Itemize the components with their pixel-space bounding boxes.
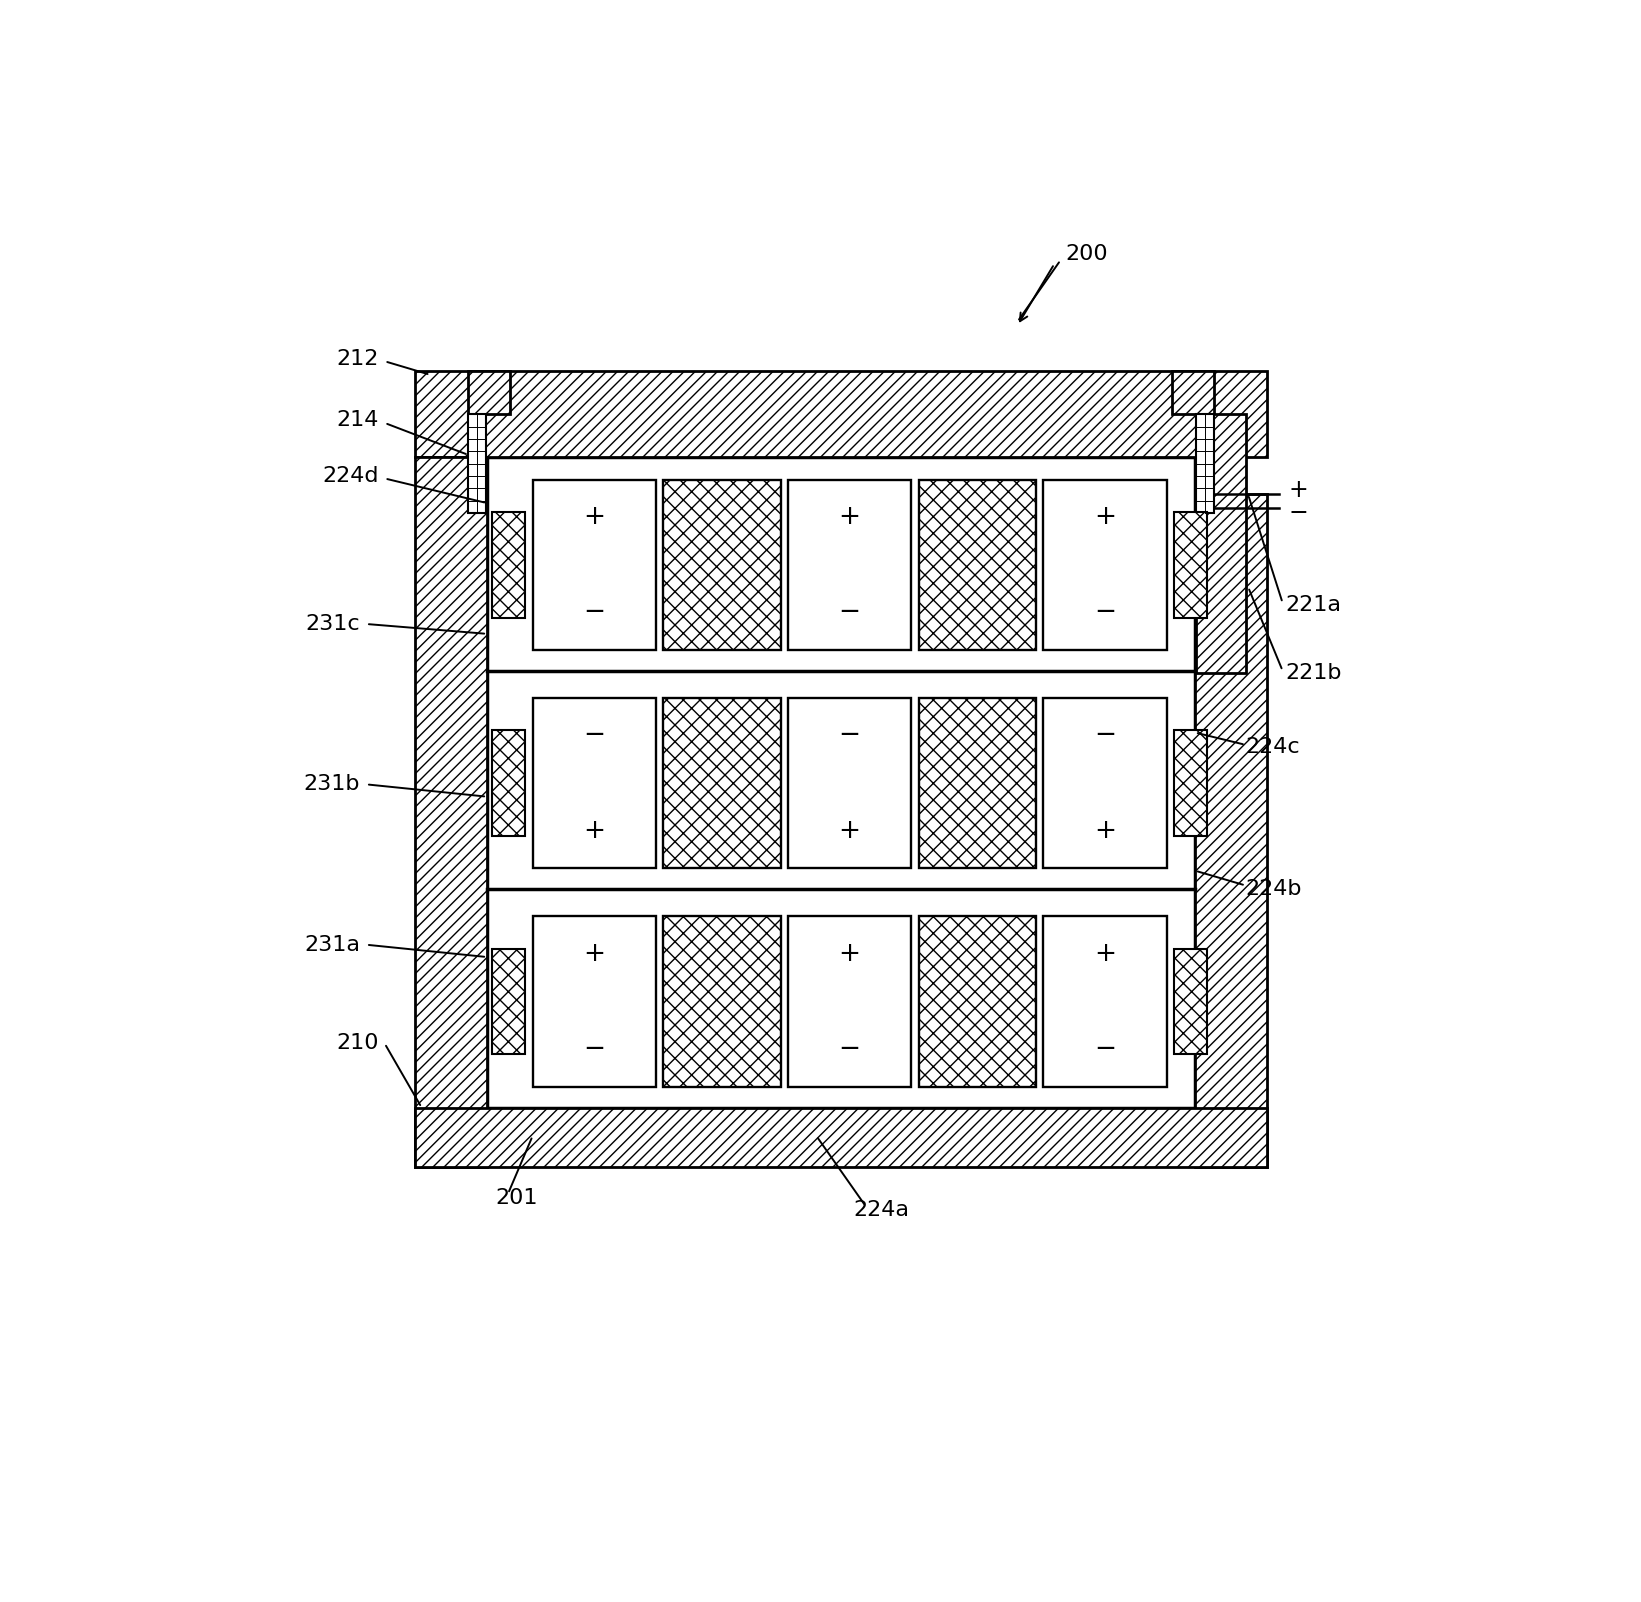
Bar — [487, 458, 1195, 1107]
Bar — [1044, 479, 1167, 650]
Bar — [788, 916, 911, 1086]
Text: +: + — [583, 505, 606, 530]
Bar — [492, 948, 525, 1054]
Bar — [1195, 495, 1267, 1166]
Text: +: + — [583, 940, 606, 966]
Bar — [663, 479, 781, 650]
Text: 210: 210 — [336, 1033, 379, 1054]
Text: 224a: 224a — [853, 1200, 909, 1219]
Bar — [663, 916, 781, 1086]
Bar — [1044, 916, 1167, 1086]
Text: −: − — [1095, 1036, 1116, 1062]
Text: +: + — [1095, 817, 1116, 844]
Text: 212: 212 — [336, 349, 379, 368]
Bar — [1172, 372, 1214, 415]
Text: −: − — [1288, 501, 1308, 525]
Text: 224c: 224c — [1246, 737, 1300, 758]
Text: +: + — [839, 505, 860, 530]
Text: 221a: 221a — [1285, 596, 1341, 615]
Bar — [788, 479, 911, 650]
Text: +: + — [583, 817, 606, 844]
Text: −: − — [1095, 723, 1116, 748]
Bar — [663, 698, 781, 868]
Bar — [919, 479, 1035, 650]
Text: −: − — [839, 1036, 862, 1062]
Bar — [468, 372, 510, 415]
Bar — [415, 372, 1267, 458]
Text: +: + — [1095, 940, 1116, 966]
Bar — [788, 698, 911, 868]
Text: +: + — [1095, 505, 1116, 530]
Text: −: − — [583, 1036, 606, 1062]
Bar — [1196, 415, 1246, 673]
Text: 201: 201 — [496, 1187, 538, 1208]
Bar — [919, 916, 1035, 1086]
Bar — [533, 916, 656, 1086]
Bar — [533, 479, 656, 650]
Bar — [1173, 731, 1208, 836]
Text: −: − — [583, 723, 606, 748]
Bar — [492, 513, 525, 617]
Bar — [1173, 513, 1208, 617]
Text: 214: 214 — [336, 410, 379, 431]
Bar — [492, 731, 525, 836]
Bar — [1173, 948, 1208, 1054]
Text: 231a: 231a — [304, 934, 359, 955]
Bar — [919, 698, 1035, 868]
Text: −: − — [1095, 599, 1116, 625]
Bar — [1196, 415, 1214, 513]
Text: 224b: 224b — [1246, 879, 1301, 899]
Text: +: + — [839, 940, 860, 966]
Text: 224d: 224d — [322, 466, 379, 485]
Text: −: − — [839, 599, 862, 625]
Bar — [533, 698, 656, 868]
Bar — [415, 1107, 1267, 1166]
Bar — [415, 458, 487, 1166]
Text: −: − — [583, 599, 606, 625]
Text: 231c: 231c — [305, 614, 359, 634]
Text: 221b: 221b — [1285, 663, 1342, 684]
Text: 200: 200 — [1065, 244, 1108, 264]
Bar — [468, 415, 486, 513]
Text: +: + — [839, 817, 860, 844]
Text: +: + — [1288, 477, 1308, 501]
Text: 231b: 231b — [304, 774, 359, 795]
Bar — [1044, 698, 1167, 868]
Text: −: − — [839, 723, 862, 748]
